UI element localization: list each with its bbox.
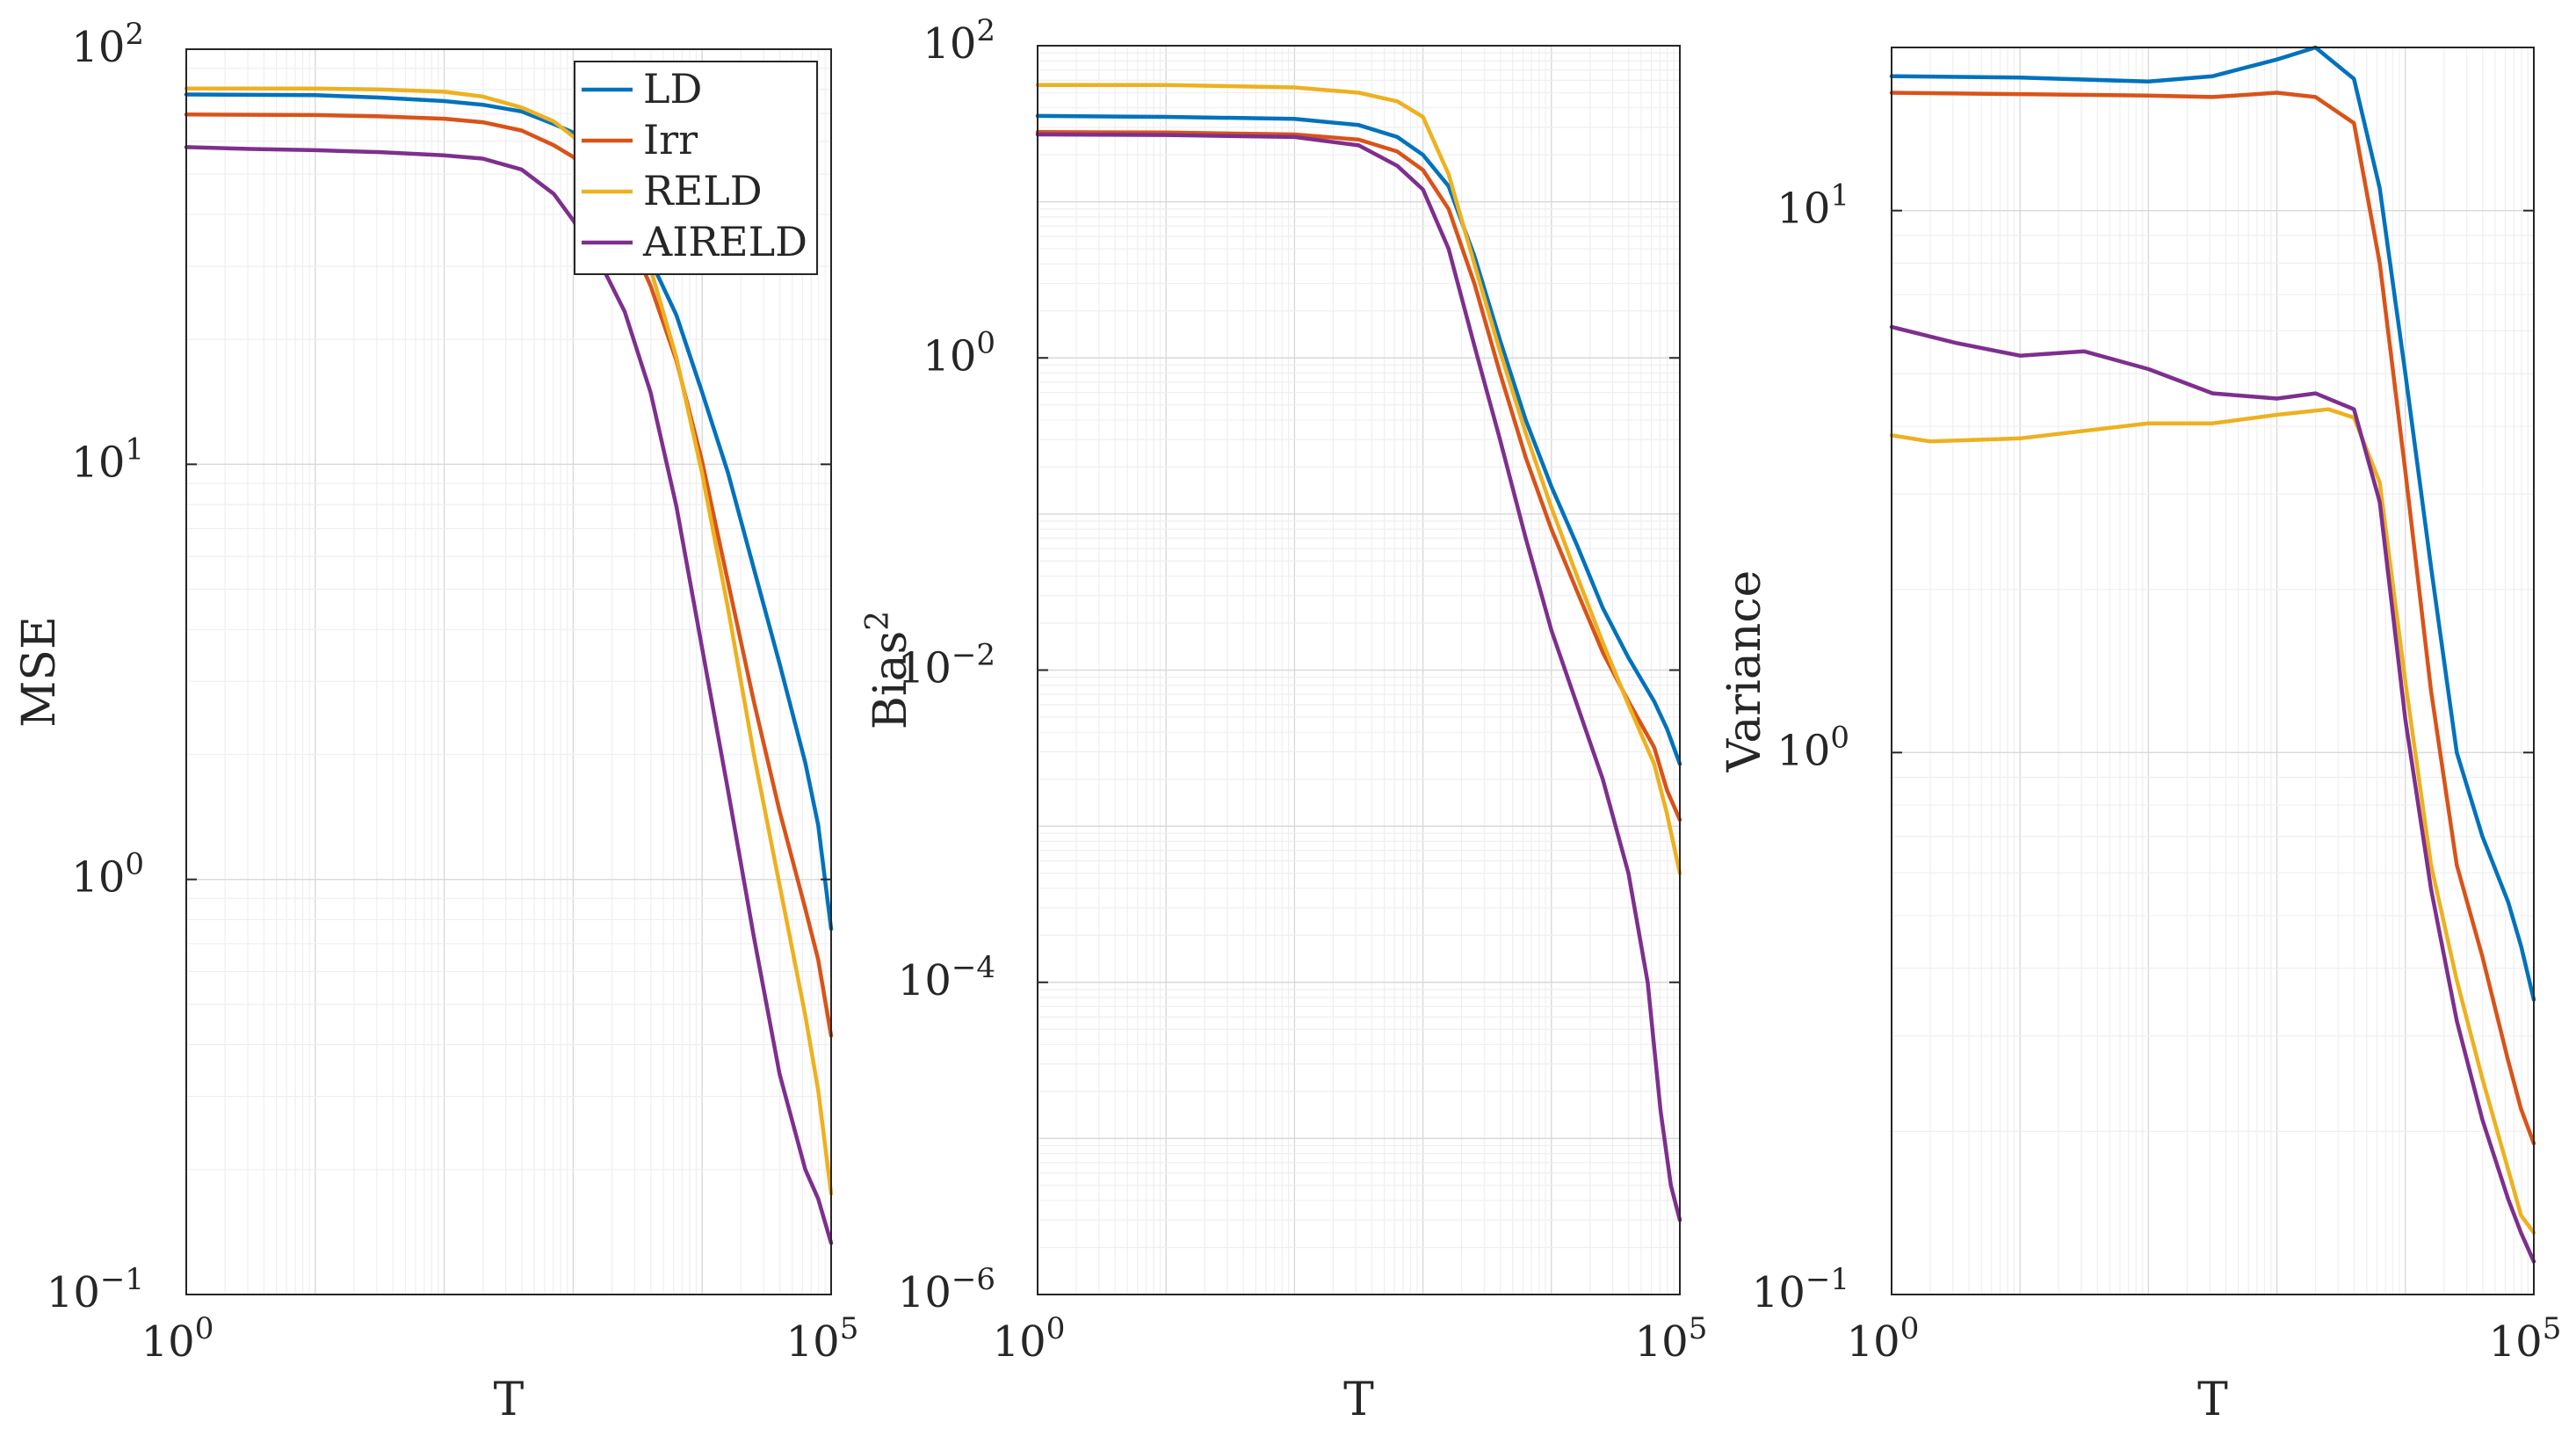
legend-label-reld: RELD <box>643 167 763 214</box>
y-axis-label: MSE <box>13 616 66 728</box>
legend-label-aireld: AIRELD <box>642 218 807 265</box>
plot-area <box>1891 47 2535 1295</box>
series-line-aireld <box>1035 132 1682 1222</box>
x-axis-label: T <box>494 1374 525 1426</box>
series-line-reld <box>1035 83 1682 875</box>
y-tick-label: 102 <box>71 17 144 72</box>
series-line-aireld <box>184 145 834 1245</box>
y-tick-label: 10−1 <box>47 1262 144 1317</box>
gridlines <box>1038 46 1680 1295</box>
y-tick-label: 100 <box>71 847 144 903</box>
y-tick-label: 100 <box>923 325 995 381</box>
y-tick-label: 101 <box>71 432 144 487</box>
series-line-aireld <box>1889 324 2536 1264</box>
plot-frame <box>1891 47 2535 1295</box>
series-line-ld <box>1889 45 2536 1002</box>
legend-box <box>574 61 818 275</box>
y-tick-label: 10−6 <box>898 1262 995 1317</box>
series-line-ld <box>1035 113 1682 766</box>
x-tick-label: 100 <box>141 1311 214 1367</box>
y-tick-label: 102 <box>923 13 995 69</box>
y-tick-label: 100 <box>1776 720 1849 775</box>
y-tick-label: 101 <box>1776 178 1849 234</box>
legend-label-ld: LD <box>643 65 702 112</box>
x-tick-label: 105 <box>786 1311 859 1367</box>
x-tick-label: 100 <box>993 1311 1066 1367</box>
y-axis-label: Variance <box>1719 570 1771 773</box>
x-tick-label: 105 <box>1635 1311 1708 1367</box>
series-line-irr <box>1889 91 2536 1146</box>
x-tick-label: 105 <box>2489 1311 2562 1367</box>
y-tick-label: 10−4 <box>898 950 995 1005</box>
plot-frame <box>185 48 832 1295</box>
y-axis-label: Bias2 <box>860 611 917 729</box>
y-tick-label: 10−2 <box>898 638 995 693</box>
series-line-reld <box>1889 407 2536 1235</box>
x-axis-label: T <box>1343 1374 1374 1426</box>
x-axis-label: T <box>2197 1374 2228 1426</box>
series-line-irr <box>1035 129 1682 823</box>
y-tick-label: 10−1 <box>1752 1262 1849 1317</box>
panel-bias-squared: 10−6 10−4 10−2 100 102 100 105 T Bias2 <box>860 13 1707 1426</box>
x-tick-label: 100 <box>1847 1311 1920 1367</box>
gridlines <box>186 49 831 1295</box>
gridlines <box>1892 47 2534 1295</box>
legend-label-irr: Irr <box>643 116 698 163</box>
